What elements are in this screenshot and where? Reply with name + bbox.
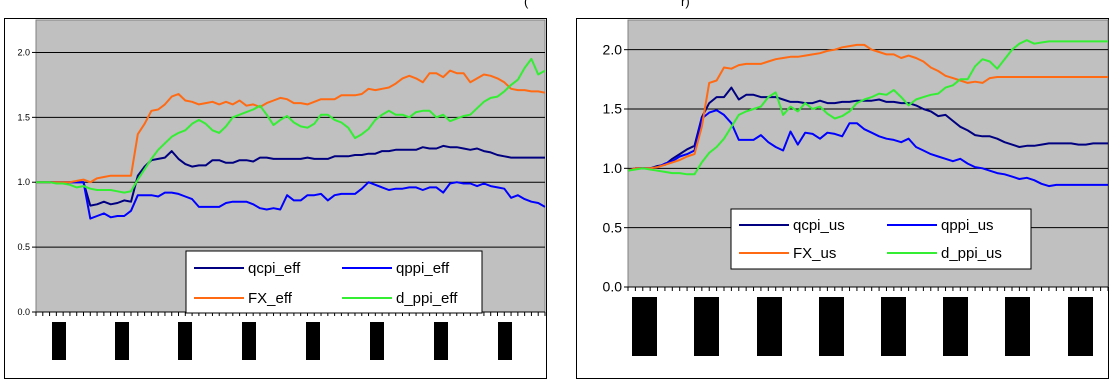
x-label-block bbox=[115, 322, 129, 360]
series-line-d-ppi-eff bbox=[36, 57, 546, 194]
legend-label: qppi_eff bbox=[396, 260, 450, 277]
x-label-block bbox=[1005, 297, 1030, 356]
y-tick-label: 2.0 bbox=[17, 47, 30, 57]
chart-svg-right: 0.0 0.5 1.0 1.5 2.0 qcpi_us qppi_us FX_us d_ppi_… bbox=[576, 18, 1109, 379]
x-label-block bbox=[178, 322, 192, 360]
x-label-block bbox=[498, 322, 512, 360]
x-label-block bbox=[306, 322, 320, 360]
x-label-block bbox=[694, 297, 719, 356]
x-label-block bbox=[434, 322, 448, 360]
series-line-d-ppi-us bbox=[627, 39, 1108, 176]
x-label-block bbox=[1068, 297, 1093, 356]
y-tick-label: 1.0 bbox=[17, 177, 30, 187]
x-label-block bbox=[943, 297, 968, 356]
y-tick-label: 1.5 bbox=[603, 101, 623, 117]
top-caption-right: r) bbox=[681, 0, 690, 9]
legend-label: qppi_us bbox=[941, 217, 994, 234]
y-tick-label: 0.5 bbox=[603, 219, 623, 235]
y-tick-label: 0.0 bbox=[17, 307, 30, 317]
x-label-block bbox=[242, 322, 256, 360]
x-label-block bbox=[52, 322, 66, 360]
y-tick-label: 0.0 bbox=[603, 279, 623, 295]
chart-panel-right: r) 0.0 0.5 1.0 1.5 2.0 qcpi_us qppi_us FX_us d_p… bbox=[576, 0, 1109, 379]
series-line-qppi-us bbox=[627, 109, 1108, 188]
series-line-FX-eff bbox=[36, 69, 546, 184]
chart-svg-left: 0.0 0.5 1.0 1.5 2.0 qcpi_eff qppi_eff FX_eff d_p… bbox=[4, 18, 547, 379]
legend-label: qcpi_eff bbox=[248, 260, 301, 277]
y-tick-label: 2.0 bbox=[603, 41, 623, 57]
legend bbox=[185, 250, 483, 314]
series-line-FX-us bbox=[627, 43, 1108, 172]
x-label-block bbox=[819, 297, 844, 356]
legend-label: FX_eff bbox=[248, 290, 293, 307]
legend-label: d_ppi_eff bbox=[396, 290, 458, 307]
series-line-qppi-eff bbox=[36, 181, 546, 220]
x-label-block bbox=[632, 297, 657, 356]
y-tick-label: 1.0 bbox=[603, 160, 623, 176]
y-tick-label: 0.5 bbox=[17, 242, 30, 252]
chart-panel-left: ( 0.0 0.5 1.0 1.5 2.0 qcpi_eff qppi_eff FX_eff d… bbox=[4, 0, 550, 379]
legend-label: qcpi_us bbox=[793, 217, 845, 234]
legend-label: d_ppi_us bbox=[941, 245, 1002, 262]
y-tick-label: 1.5 bbox=[17, 112, 30, 122]
x-label-block bbox=[370, 322, 384, 360]
series-line-qcpi-us bbox=[627, 86, 1108, 172]
x-label-block bbox=[881, 297, 906, 356]
x-label-block bbox=[757, 297, 782, 356]
series-line-qcpi-eff bbox=[36, 144, 545, 207]
legend bbox=[730, 208, 1032, 270]
top-caption-left: ( bbox=[524, 0, 529, 9]
legend-label: FX_us bbox=[793, 245, 836, 262]
